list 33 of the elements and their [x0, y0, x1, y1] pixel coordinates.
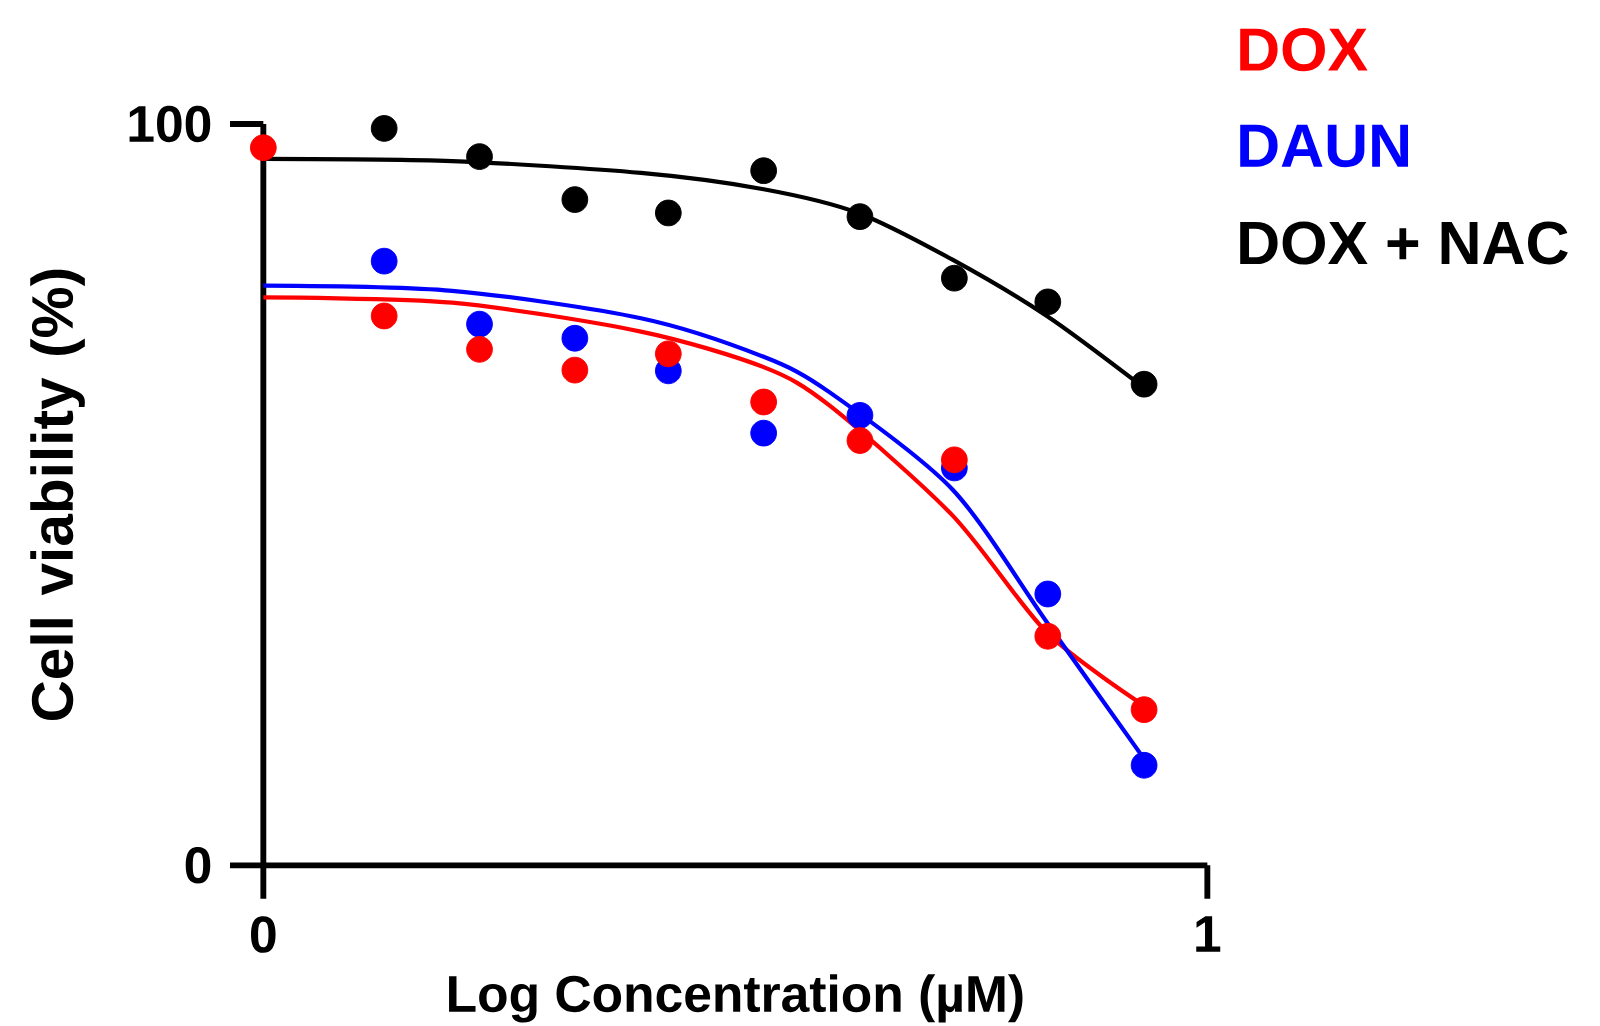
text: DAUN: [1240, 124, 1408, 168]
point: [846, 401, 874, 429]
point: [654, 199, 682, 227]
point: [940, 446, 968, 474]
point: [1130, 370, 1158, 398]
x-axis-title: Log Concentration (µM): [449, 974, 1023, 1023]
point: [1130, 696, 1158, 724]
point: [466, 310, 493, 338]
point: [466, 143, 493, 170]
point: [1130, 751, 1158, 779]
point: [370, 115, 398, 142]
text: DOX + NAC: [1240, 221, 1568, 265]
text: DOX: [1240, 28, 1368, 72]
y-axis-title: Cell viability (%): [30, 269, 85, 721]
point: [561, 356, 589, 384]
point: [1034, 622, 1062, 650]
point: [654, 340, 682, 368]
x-tick-label: 1: [1196, 916, 1221, 952]
point: [1034, 580, 1062, 608]
point: [1034, 288, 1062, 316]
point: [750, 388, 778, 416]
point: [561, 186, 589, 213]
point: [846, 203, 874, 231]
point: [750, 419, 778, 447]
point: [370, 302, 398, 330]
point: [466, 336, 493, 363]
point: [561, 324, 589, 352]
y-tick-label: 100: [129, 105, 211, 143]
point: [370, 247, 398, 275]
point: [940, 264, 968, 292]
point: [249, 134, 277, 162]
point: [750, 157, 778, 185]
point: [846, 427, 874, 454]
